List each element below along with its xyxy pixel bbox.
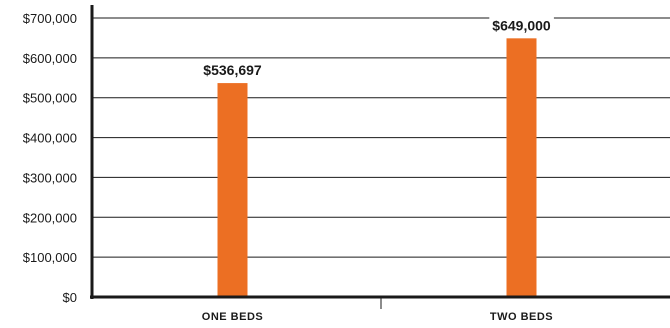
bar: [217, 83, 248, 297]
y-tick-label: $200,000: [23, 210, 77, 225]
y-tick-label: $300,000: [23, 170, 77, 185]
category-label: TWO BEDS: [490, 311, 553, 323]
bar: [506, 38, 537, 297]
data-label-background: [200, 61, 265, 80]
y-tick-label: $400,000: [23, 131, 77, 146]
data-labels: $536,697 $649,000: [200, 16, 554, 80]
axes: [90, 5, 670, 309]
y-tick-label: $500,000: [23, 91, 77, 106]
gridlines: [92, 17, 670, 258]
y-tick-labels: $0 $100,000 $200,000 $300,000 $400,000 $500,0…: [23, 11, 77, 305]
data-label: $649,000: [492, 17, 551, 33]
y-tick-label: $700,000: [23, 11, 77, 26]
y-tick-label: $0: [63, 290, 77, 305]
data-label-background: [489, 16, 554, 35]
category-labels: ONE BEDS TWO BEDS: [202, 311, 553, 323]
bars: [217, 38, 537, 297]
data-label: $536,697: [203, 62, 262, 78]
category-label: ONE BEDS: [202, 311, 263, 323]
y-tick-label: $600,000: [23, 51, 77, 66]
y-tick-label: $100,000: [23, 250, 77, 265]
